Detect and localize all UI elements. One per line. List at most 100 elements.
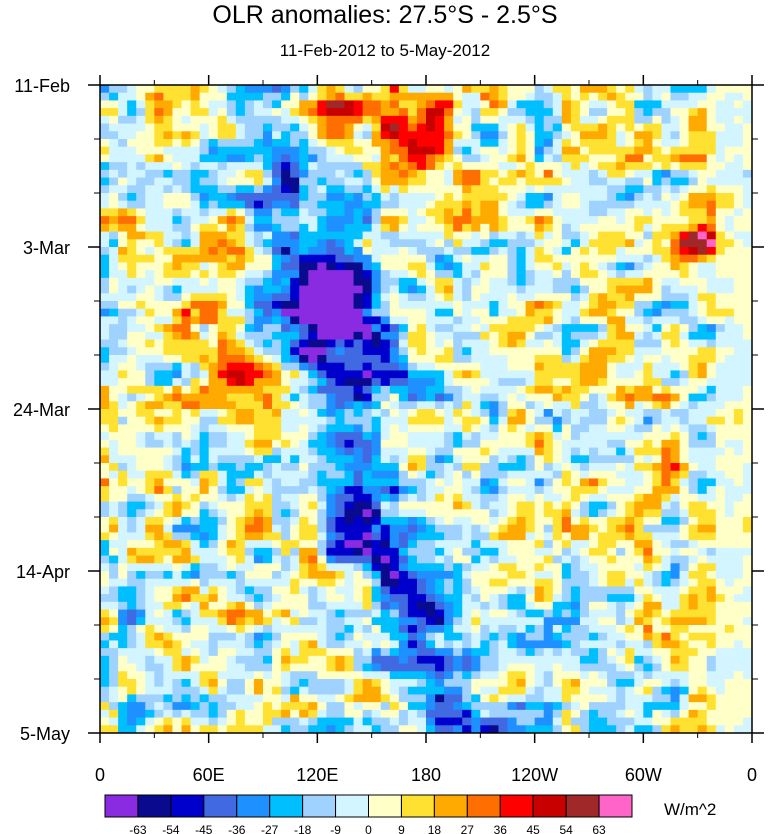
field-cell <box>118 555 128 564</box>
field-cell <box>253 617 264 626</box>
field-cell <box>435 185 445 194</box>
field-cell <box>253 463 264 472</box>
field-cell <box>100 401 110 410</box>
field-cell <box>190 108 201 117</box>
field-cell <box>679 555 690 564</box>
field-cell <box>172 455 183 464</box>
field-cell <box>398 578 409 588</box>
field-cell <box>308 609 318 618</box>
field-cell <box>534 385 545 395</box>
field-cell <box>235 478 246 487</box>
field-cell <box>136 100 146 109</box>
field-cell <box>344 555 355 564</box>
field-cell <box>543 547 554 557</box>
field-cell <box>145 455 155 464</box>
field-cell <box>362 547 373 557</box>
field-cell <box>317 100 327 109</box>
field-cell <box>688 385 699 395</box>
field-cell <box>489 586 500 595</box>
field-cell <box>706 85 717 94</box>
field-cell <box>552 100 563 109</box>
field-cell <box>435 123 445 132</box>
field-cell <box>190 331 201 341</box>
field-cell <box>570 393 581 402</box>
field-cell <box>679 447 690 456</box>
field-cell <box>480 432 490 441</box>
field-cell <box>715 247 726 256</box>
field-cell <box>290 115 300 125</box>
field-cell <box>244 586 255 595</box>
field-cell <box>190 123 201 132</box>
field-cell <box>480 139 490 148</box>
field-cell <box>652 532 663 541</box>
field-cell <box>706 594 717 603</box>
field-cell <box>109 617 119 626</box>
field-cell <box>398 316 409 325</box>
field-cell <box>706 385 717 395</box>
field-cell <box>344 578 355 588</box>
field-cell <box>335 439 346 449</box>
field-cell <box>226 200 237 210</box>
field-cell <box>127 123 137 132</box>
field-cell <box>697 493 708 503</box>
field-cell <box>217 463 228 472</box>
field-cell <box>190 455 201 464</box>
field-cell <box>109 254 119 264</box>
field-cell <box>498 571 509 580</box>
field-cell <box>534 239 545 248</box>
field-cell <box>507 177 518 186</box>
field-cell <box>652 254 663 264</box>
field-cell <box>643 146 653 156</box>
field-cell <box>435 486 445 495</box>
field-cell <box>543 463 554 472</box>
field-cell <box>326 301 337 310</box>
field-cell <box>670 254 681 264</box>
field-cell <box>607 331 617 341</box>
field-cell <box>742 324 752 333</box>
field-cell <box>407 154 418 163</box>
field-cell <box>136 115 146 125</box>
field-cell <box>416 131 427 140</box>
field-cell <box>652 123 663 132</box>
field-cell <box>308 185 318 194</box>
field-cell <box>235 239 246 248</box>
field-cell <box>742 339 752 348</box>
field-cell <box>579 270 590 279</box>
field-cell <box>127 162 137 171</box>
field-cell <box>308 532 318 541</box>
field-cell <box>344 331 355 341</box>
field-cell <box>163 223 174 233</box>
field-cell <box>634 517 644 526</box>
field-cell <box>253 524 264 534</box>
field-cell <box>398 154 409 163</box>
field-cell <box>543 401 554 410</box>
field-cell <box>163 524 174 534</box>
field-cell <box>199 85 210 94</box>
field-cell <box>616 609 626 618</box>
field-cell <box>407 432 418 441</box>
field-cell <box>416 532 427 541</box>
field-cell <box>516 216 527 225</box>
field-cell <box>190 270 201 279</box>
field-cell <box>679 208 690 217</box>
field-cell <box>444 262 454 271</box>
field-cell <box>127 586 137 595</box>
field-cell <box>235 540 246 549</box>
field-cell <box>607 393 617 402</box>
field-cell <box>353 401 364 410</box>
field-cell <box>199 331 210 341</box>
field-cell <box>335 609 346 618</box>
field-cell <box>480 131 490 140</box>
field-cell <box>507 123 518 132</box>
field-cell <box>371 193 382 202</box>
field-cell <box>589 609 599 618</box>
field-cell <box>380 247 391 256</box>
field-cell <box>371 331 382 341</box>
field-cell <box>579 262 590 271</box>
field-cell <box>398 254 409 264</box>
field-cell <box>326 108 337 117</box>
field-cell <box>679 586 690 595</box>
field-cell <box>407 439 418 449</box>
field-cell <box>561 432 572 441</box>
field-cell <box>435 355 445 364</box>
